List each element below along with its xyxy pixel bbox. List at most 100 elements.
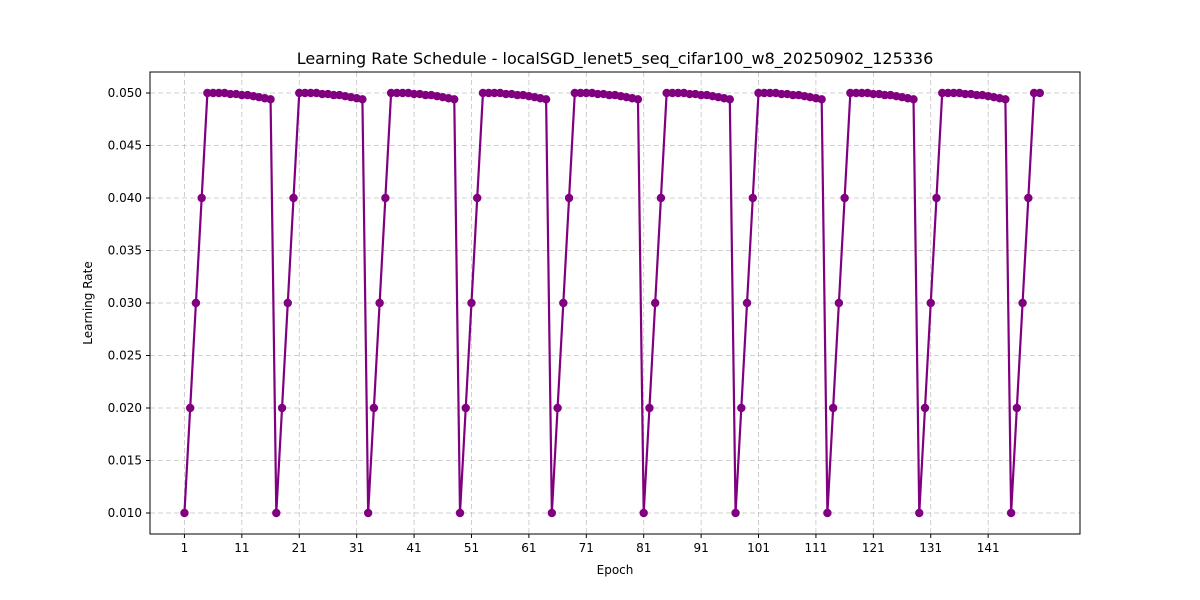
data-point bbox=[645, 403, 654, 413]
data-point bbox=[834, 298, 844, 308]
data-point bbox=[559, 298, 568, 308]
data-point bbox=[455, 508, 465, 518]
data-point bbox=[329, 90, 338, 100]
data-point bbox=[1029, 88, 1039, 98]
x-tick-label: 41 bbox=[406, 541, 421, 555]
data-point bbox=[685, 89, 694, 99]
data-point bbox=[1012, 403, 1022, 413]
data-point bbox=[857, 88, 867, 98]
y-tick-label: 0.050 bbox=[108, 86, 142, 100]
data-point bbox=[593, 89, 602, 99]
y-tick-label: 0.015 bbox=[108, 454, 142, 468]
data-point bbox=[381, 193, 390, 203]
data-point bbox=[817, 95, 826, 104]
data-point bbox=[742, 298, 752, 308]
data-point bbox=[932, 193, 941, 203]
data-point bbox=[1018, 298, 1027, 308]
data-point bbox=[880, 90, 890, 100]
data-point bbox=[915, 508, 924, 518]
data-point bbox=[283, 298, 292, 308]
data-point bbox=[306, 88, 315, 98]
y-tick-label: 0.035 bbox=[108, 244, 142, 258]
data-point bbox=[926, 298, 935, 308]
y-tick-label: 0.030 bbox=[108, 296, 142, 310]
data-point bbox=[748, 193, 757, 203]
data-point bbox=[650, 298, 660, 308]
data-point bbox=[208, 88, 218, 98]
x-tick-label: 31 bbox=[349, 541, 364, 555]
x-tick-label: 131 bbox=[919, 541, 942, 555]
x-tick-label: 81 bbox=[636, 541, 651, 555]
data-point bbox=[754, 88, 763, 98]
y-axis-ticks: 0.010 0.015 0.020 0.025 0.030 0.035 0.040 0.045… bbox=[108, 86, 150, 520]
data-point bbox=[237, 90, 247, 100]
data-point bbox=[197, 193, 206, 203]
data-point bbox=[633, 95, 643, 104]
x-tick-label: 111 bbox=[804, 541, 827, 555]
data-point bbox=[450, 95, 459, 104]
data-point bbox=[823, 508, 832, 518]
x-axis-ticks: 1 11 21 31 41 51 61 71 81 91 101 111 121 131 141 bbox=[181, 534, 1000, 555]
data-point bbox=[203, 88, 212, 98]
data-point bbox=[180, 508, 189, 518]
data-point bbox=[513, 90, 522, 100]
x-tick-label: 11 bbox=[234, 541, 249, 555]
data-point bbox=[484, 88, 493, 98]
data-point bbox=[363, 508, 373, 518]
data-point bbox=[478, 88, 488, 98]
data-point bbox=[1035, 88, 1045, 98]
data-point bbox=[828, 403, 838, 413]
x-tick-label: 61 bbox=[521, 541, 536, 555]
data-point bbox=[547, 508, 557, 518]
data-point bbox=[943, 88, 953, 98]
data-point bbox=[409, 89, 419, 99]
x-tick-label: 1 bbox=[181, 541, 189, 555]
y-tick-label: 0.025 bbox=[108, 349, 142, 363]
data-point bbox=[656, 193, 666, 203]
data-point bbox=[972, 90, 981, 100]
data-point bbox=[461, 403, 470, 413]
x-tick-label: 21 bbox=[292, 541, 307, 555]
data-point bbox=[696, 90, 706, 100]
data-point bbox=[731, 508, 740, 518]
data-point bbox=[920, 403, 930, 413]
data-point bbox=[605, 90, 614, 100]
data-point bbox=[375, 298, 384, 308]
data-points bbox=[180, 88, 1045, 518]
data-point bbox=[191, 298, 201, 308]
data-point bbox=[564, 193, 574, 203]
data-point bbox=[185, 403, 195, 413]
data-point bbox=[737, 403, 746, 413]
data-point bbox=[582, 88, 591, 98]
data-point bbox=[490, 88, 499, 98]
data-point bbox=[214, 88, 224, 98]
data-point bbox=[467, 298, 476, 308]
y-tick-label: 0.020 bbox=[108, 401, 142, 415]
x-axis-label: Epoch bbox=[597, 563, 634, 577]
data-point bbox=[272, 508, 281, 518]
data-point bbox=[1001, 95, 1010, 104]
x-tick-label: 51 bbox=[464, 541, 479, 555]
chart-title: Learning Rate Schedule - localSGD_lenet5… bbox=[297, 49, 934, 69]
data-point bbox=[300, 88, 310, 98]
data-point bbox=[266, 95, 275, 104]
y-tick-label: 0.045 bbox=[108, 139, 142, 153]
data-point bbox=[869, 89, 878, 99]
data-point bbox=[386, 88, 396, 98]
data-point bbox=[226, 89, 235, 99]
data-point bbox=[277, 403, 287, 413]
data-point bbox=[846, 88, 855, 98]
data-point bbox=[673, 88, 683, 98]
data-point bbox=[662, 88, 671, 98]
x-tick-label: 141 bbox=[977, 541, 1000, 555]
data-point bbox=[1024, 193, 1033, 203]
x-tick-label: 121 bbox=[862, 541, 885, 555]
data-point bbox=[909, 95, 918, 104]
data-point bbox=[639, 508, 648, 518]
data-point bbox=[851, 88, 861, 98]
data-point bbox=[938, 88, 947, 98]
data-point bbox=[501, 89, 511, 99]
data-point bbox=[553, 403, 562, 413]
data-point bbox=[760, 88, 769, 98]
